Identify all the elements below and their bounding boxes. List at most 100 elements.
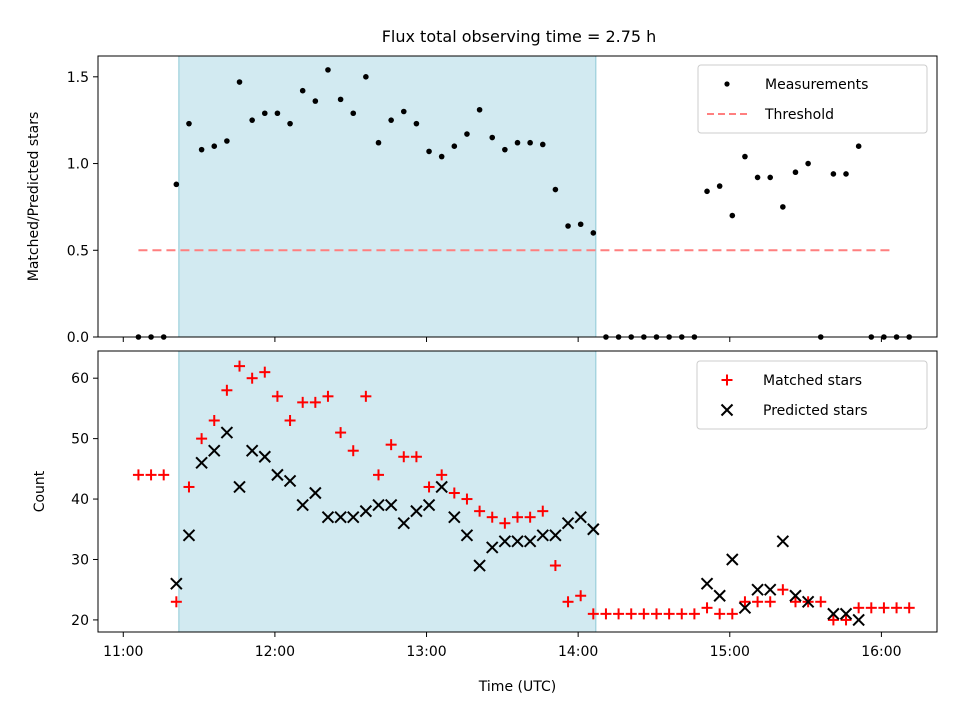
predicted-star-point [789,589,802,602]
y-tick-label: 1.5 [67,70,89,86]
matched-star-point [903,602,915,614]
measurement-point [476,106,483,113]
predicted-star-point [410,504,423,518]
matched-star-point [259,366,271,378]
legend-measurements-marker [724,81,730,87]
matched-star-point [132,469,144,481]
predicted-star-point [397,517,410,530]
predicted-star-point [384,498,398,512]
measurement-point [287,120,293,127]
y-tick-label: 0.5 [67,243,89,259]
matched-star-point [537,505,549,517]
measurement-point [224,138,230,144]
legend-predicted-marker [720,403,734,417]
measurement-point [489,134,496,141]
measurement-point [388,117,394,123]
predicted-star-point [271,468,284,482]
matched-star-point [486,511,498,523]
legend-x-glyph [720,403,734,417]
matched-star-point [448,487,460,499]
measurement-point [843,171,849,177]
matched-star-point [512,511,523,523]
y-tick-label: 20 [71,613,89,629]
matched-star-point [878,602,890,614]
matched-star-point [271,390,283,402]
ratio-y-axis-label: Matched/Predicted stars [26,112,42,282]
matched-star-point [423,481,435,493]
predicted-star-point [738,601,752,615]
predicted-star-point [347,510,360,524]
matched-star-point [777,584,789,596]
matched-star-point [789,596,801,608]
matched-star-point [663,608,675,620]
measurement-point [325,67,331,73]
matched-star-point [322,390,334,402]
measurement-point [299,87,306,94]
predicted-star-point [498,535,512,548]
predicted-star-point [195,456,208,470]
count-y-axis-label: Count [32,470,48,512]
predicted-star-point [182,529,196,542]
predicted-star-point [460,529,474,542]
measurement-point [780,204,786,210]
predicted-star-point [448,510,461,524]
predicted-star-point [561,517,575,530]
measurement-point [539,141,546,148]
y-tick-label: 50 [71,432,89,448]
predicted-star-point [726,553,739,566]
predicted-star-point [839,607,853,621]
predicted-star-point [359,504,373,518]
matched-star-point [196,433,208,445]
measurement-point [464,131,470,137]
matched-star-point [600,608,612,620]
predicted-star-point [334,510,347,524]
matched-star-point [524,511,536,523]
y-tick-label: 60 [71,371,89,387]
matched-star-point [373,469,385,481]
predicted-star-point [435,480,448,494]
measurement-point [704,188,710,195]
predicted-star-point [700,577,714,590]
x-tick-label: 12:00 [255,644,295,660]
measurement-point [514,139,521,146]
predicted-star-point [486,541,499,554]
matched-star-point [714,608,726,620]
y-tick-label: 0.0 [67,330,89,346]
predicted-star-point [321,510,335,524]
predicted-star-point [422,498,436,512]
predicted-star-point [536,529,549,542]
predicted-star-point [776,535,790,548]
predicted-star-point [170,577,183,590]
measurement-point [261,110,268,117]
predicted-star-point [764,583,777,596]
time-x-axis: 11:00 12:00 13:00 14:00 15:00 16:00 [103,632,902,660]
measurement-point [375,139,382,146]
measurement-point [830,171,837,177]
matched-star-point [284,414,296,426]
x-axis-label: Time (UTC) [478,679,556,695]
observing-window-shade [178,55,597,338]
measurement-point [527,139,533,146]
matched-star-point [587,608,599,620]
measurement-point [792,169,799,176]
matched-star-point [347,445,359,457]
count-panel: 20 30 40 50 60 11:00 12:00 13:00 14:00 15:00 16:0… [32,350,938,695]
matched-stars-series [132,360,915,626]
predicted-star-point [473,559,486,572]
x-tick-label: 15:00 [710,644,750,660]
matched-star-point [575,590,587,602]
legend-matched-marker [721,374,733,386]
predicted-star-point [283,474,297,488]
measurement-point [236,79,243,85]
matched-star-point [170,596,182,608]
matched-star-point [638,608,650,620]
ratio-legend-box [697,64,928,134]
predicted-stars-series [170,426,865,627]
y-tick-label: 1.0 [67,157,89,173]
matched-star-point [297,396,309,408]
x-tick-label: 13:00 [406,644,446,660]
measurement-point [363,74,369,80]
matched-star-point [246,372,258,384]
matched-star-point [221,384,233,396]
count-y-axis: 20 30 40 50 60 [71,371,98,629]
